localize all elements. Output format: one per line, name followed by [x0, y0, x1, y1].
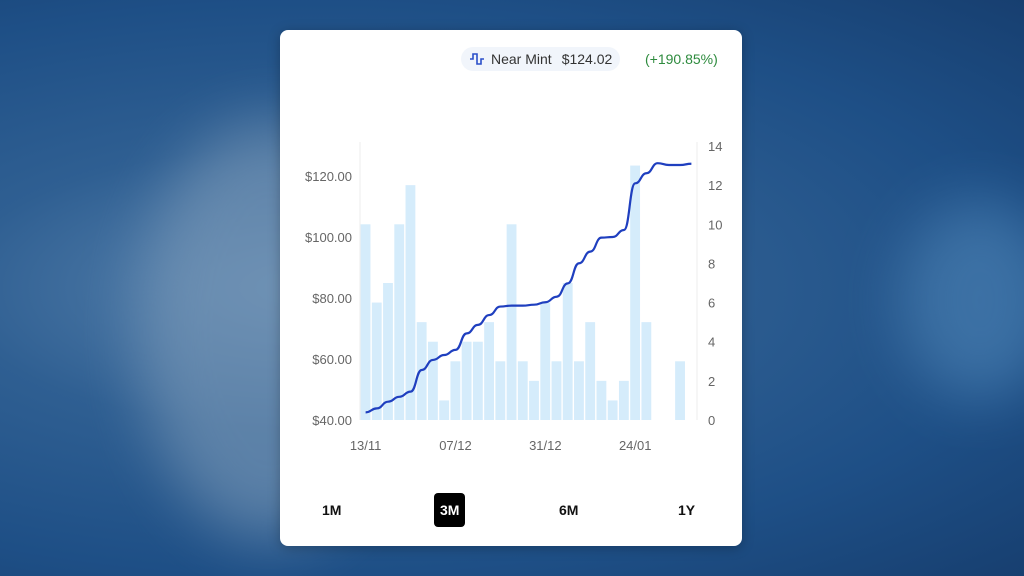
volume-bar — [551, 361, 562, 420]
left-axis-tick: $120.00 — [305, 169, 352, 184]
range-button-1y[interactable]: 1Y — [678, 502, 696, 518]
volume-bar — [428, 341, 438, 420]
volume-bar — [506, 224, 517, 420]
volume-bar — [574, 361, 584, 420]
volume-bar — [439, 400, 450, 420]
x-axis-tick: 07/12 — [439, 438, 472, 453]
volume-bar — [562, 283, 573, 420]
right-axis-tick: 0 — [708, 413, 715, 428]
condition-label: Near Mint — [491, 51, 552, 67]
left-axis-tick: $40.00 — [312, 413, 352, 428]
range-button-6m[interactable]: 6M — [559, 502, 579, 518]
volume-bar — [472, 341, 483, 420]
background-blur — [900, 200, 1024, 400]
volume-bar — [461, 341, 472, 420]
volume-bar — [360, 224, 371, 420]
price-history-card: Near Mint $124.02 (+190.85%) $40.00 $60.0… — [280, 30, 742, 546]
volume-bar — [495, 361, 506, 420]
volume-bar — [607, 400, 618, 420]
price-volume-chart: $40.00 $60.00 $80.00 $100.00 $120.00 0 2 4 6 8 10 1… — [305, 139, 722, 453]
volume-bar — [484, 322, 494, 420]
right-axis-tick: 10 — [708, 217, 722, 232]
volume-bar — [529, 380, 539, 420]
right-axis-tick: 12 — [708, 178, 722, 193]
volume-bar — [630, 165, 641, 420]
price-line — [365, 162, 692, 414]
volume-bar — [596, 380, 607, 420]
x-axis-tick: 31/12 — [529, 438, 562, 453]
range-selector: 1M 3M 6M 1Y — [310, 493, 710, 527]
left-axis-tick: $80.00 — [312, 291, 352, 306]
volume-bar — [675, 361, 685, 420]
right-axis-tick: 8 — [708, 256, 715, 271]
volume-bar — [394, 224, 405, 420]
range-button-3m[interactable]: 3M — [434, 493, 466, 527]
price-change: (+190.85%) — [645, 51, 718, 67]
volume-bar — [618, 380, 629, 420]
current-price: $124.02 — [561, 51, 613, 67]
step-line-icon — [470, 53, 484, 65]
right-axis-tick: 2 — [708, 374, 715, 389]
volume-bar — [641, 322, 652, 420]
volume-bar — [371, 302, 382, 420]
range-button-1m[interactable]: 1M — [322, 502, 342, 518]
right-axis-tick: 4 — [708, 335, 715, 350]
right-axis-tick: 14 — [708, 139, 722, 154]
left-axis-tick: $100.00 — [305, 230, 352, 245]
right-axis-tick: 6 — [708, 296, 715, 311]
volume-bar — [540, 302, 551, 420]
volume-bar — [405, 185, 416, 420]
x-axis-tick: 13/11 — [350, 438, 382, 453]
volume-bar — [383, 283, 393, 420]
x-axis-tick: 24/01 — [619, 438, 652, 453]
volume-bar — [517, 361, 528, 420]
volume-bar — [585, 322, 596, 420]
left-axis-tick: $60.00 — [312, 352, 352, 367]
condition-badge[interactable]: Near Mint $124.02 — [461, 47, 621, 71]
volume-bar — [450, 361, 461, 420]
